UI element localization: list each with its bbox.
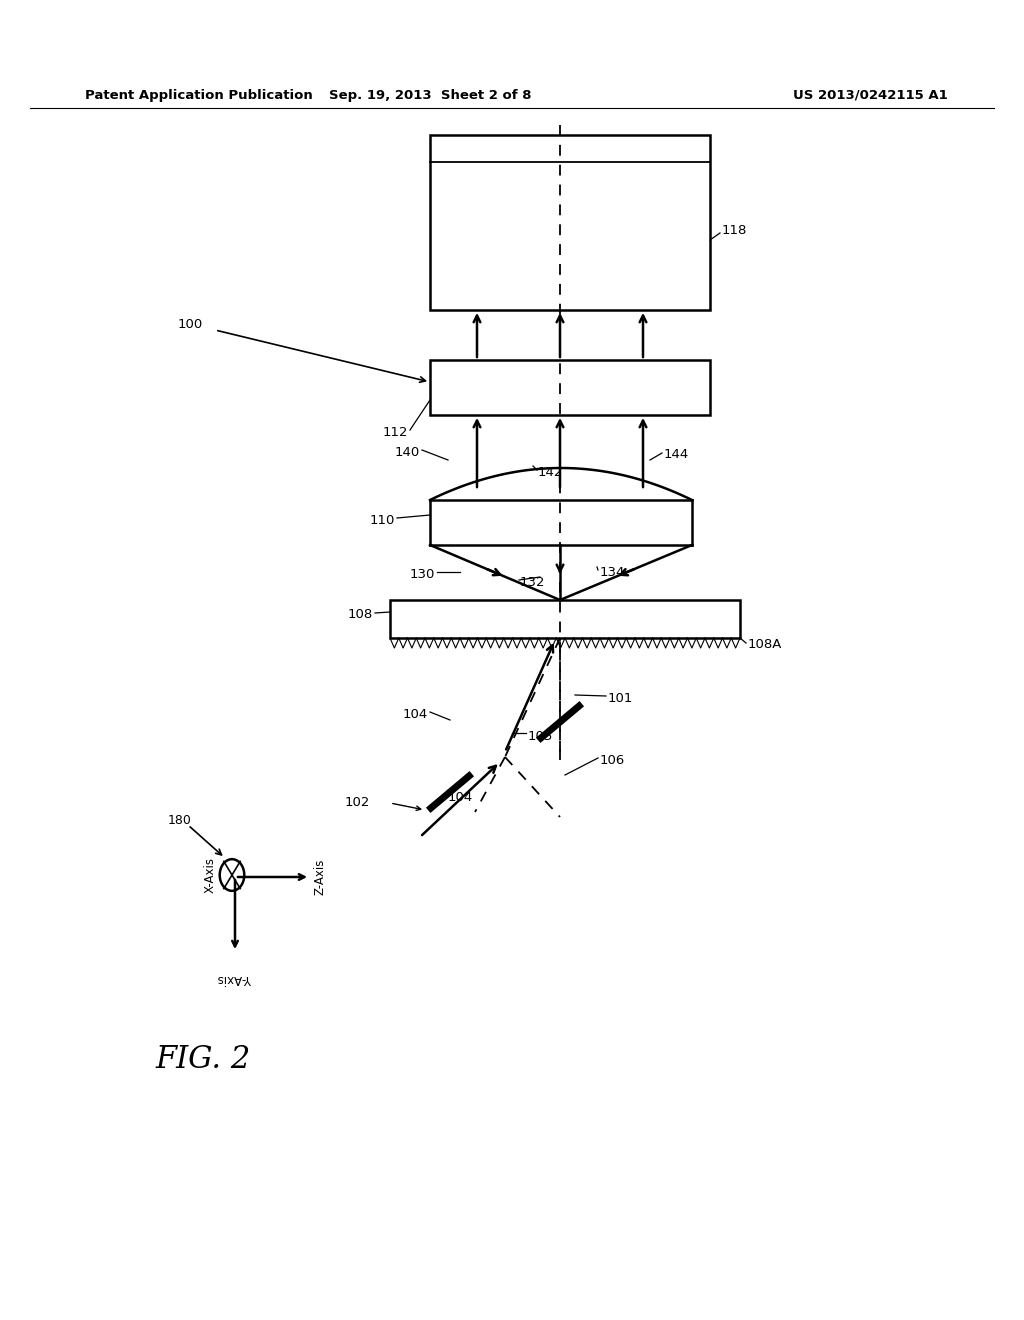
Text: 130: 130 <box>410 569 435 582</box>
Text: 144: 144 <box>664 449 689 462</box>
Text: Sep. 19, 2013  Sheet 2 of 8: Sep. 19, 2013 Sheet 2 of 8 <box>329 88 531 102</box>
Text: 108A: 108A <box>748 639 782 652</box>
Text: 102: 102 <box>345 796 370 809</box>
Text: X-Axis: X-Axis <box>204 857 217 894</box>
Text: Z-Axis: Z-Axis <box>313 859 326 895</box>
Text: 132: 132 <box>520 576 546 589</box>
Text: 142: 142 <box>538 466 563 479</box>
Text: 104: 104 <box>402 708 428 721</box>
Text: US 2013/0242115 A1: US 2013/0242115 A1 <box>793 88 947 102</box>
Text: 112: 112 <box>383 425 408 438</box>
Text: 110: 110 <box>370 513 395 527</box>
Text: Y-Axis: Y-Axis <box>218 972 252 985</box>
Text: 118: 118 <box>722 223 748 236</box>
Text: 105: 105 <box>528 730 553 742</box>
Text: 140: 140 <box>394 446 420 458</box>
Bar <box>430 360 710 414</box>
Text: FIG. 2: FIG. 2 <box>155 1044 250 1076</box>
Bar <box>390 601 740 638</box>
Text: 100: 100 <box>178 318 203 331</box>
Text: 106: 106 <box>600 754 626 767</box>
Bar <box>430 135 710 310</box>
Text: 180: 180 <box>168 813 191 826</box>
Text: Patent Application Publication: Patent Application Publication <box>85 88 312 102</box>
Text: 104: 104 <box>449 792 473 804</box>
Text: 134: 134 <box>600 565 626 578</box>
Text: 108: 108 <box>348 609 373 622</box>
Text: 101: 101 <box>608 692 634 705</box>
Circle shape <box>220 859 245 891</box>
